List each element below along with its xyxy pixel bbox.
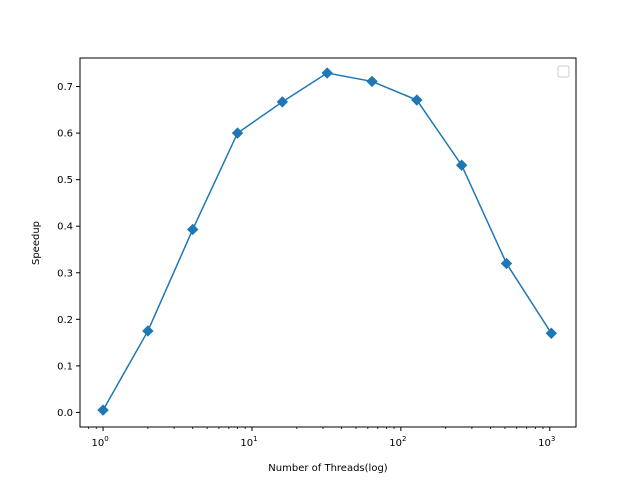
legend-box[interactable] xyxy=(557,65,570,78)
series-line xyxy=(102,72,552,411)
data-point-marker xyxy=(455,159,468,171)
x-tick-label: 102 xyxy=(389,435,406,449)
data-point-marker xyxy=(187,223,199,236)
y-tick-label: 0.6 xyxy=(57,129,73,140)
y-tick-label: 0.5 xyxy=(57,175,73,186)
y-tick-label: 0.7 xyxy=(57,82,73,93)
y-tick-label: 0.2 xyxy=(57,315,73,326)
y-axis-ticks: 0.0 0.1 0.2 0.3 0.4 0.5 0.6 0.7 xyxy=(57,82,80,419)
x-axis-ticks: 100 101 102 103 xyxy=(88,427,555,449)
data-point-marker xyxy=(500,257,513,270)
data-point-marker xyxy=(411,94,423,106)
data-point-marker xyxy=(321,67,333,79)
series-group xyxy=(97,67,558,416)
y-tick-label: 0.0 xyxy=(57,408,73,419)
data-point-marker xyxy=(142,325,154,337)
data-point-marker xyxy=(97,404,109,416)
x-axis-label: Number of Threads(log) xyxy=(268,463,387,474)
y-tick-label: 0.1 xyxy=(57,361,73,372)
x-tick-label: 103 xyxy=(538,435,555,449)
x-tick-label: 101 xyxy=(240,435,257,449)
data-point-marker xyxy=(366,75,378,88)
x-tick-label: 100 xyxy=(91,435,108,449)
data-point-marker xyxy=(231,127,244,139)
data-point-marker xyxy=(276,96,289,108)
plot-area-frame xyxy=(79,57,577,428)
y-tick-label: 0.4 xyxy=(57,222,73,233)
data-point-marker xyxy=(545,327,558,339)
y-tick-label: 0.3 xyxy=(57,268,73,279)
y-axis-label: Speedup xyxy=(31,221,42,265)
